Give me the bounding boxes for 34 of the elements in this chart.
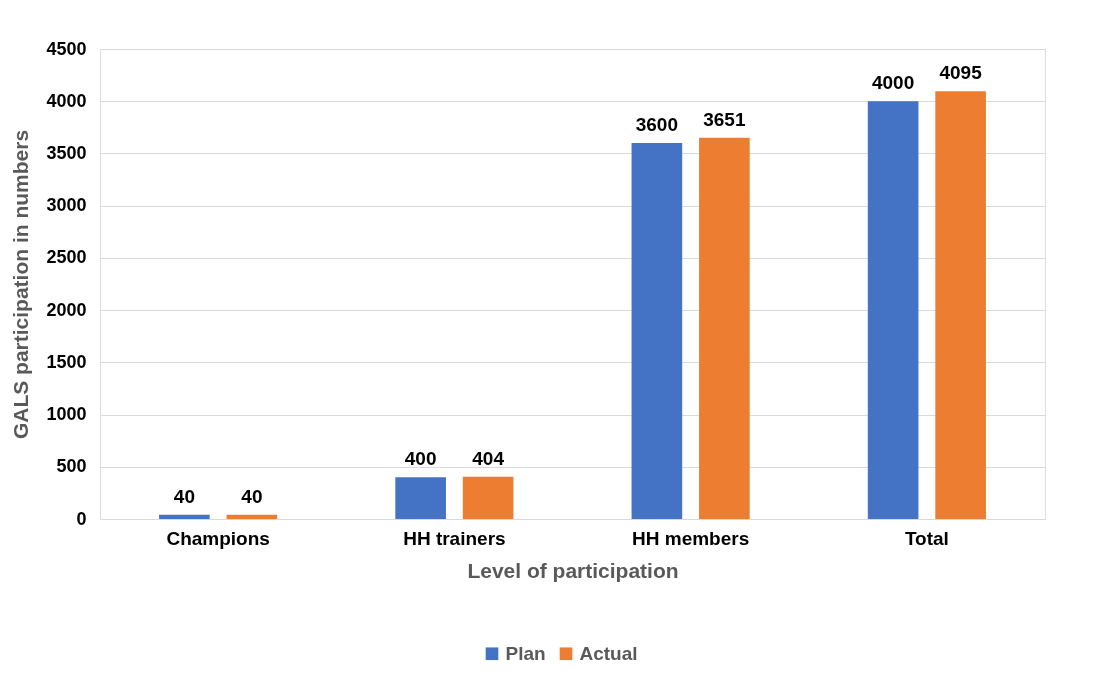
data-label: 40 — [173, 485, 195, 507]
legend-label: Plan — [505, 642, 546, 664]
y-tick-label: 2000 — [46, 299, 87, 320]
x-tick-label: Total — [904, 527, 949, 549]
y-tick-label: 1500 — [46, 351, 87, 372]
data-label: 404 — [472, 447, 505, 469]
bar — [395, 477, 446, 519]
x-tick-label: HH members — [632, 527, 750, 549]
bar — [867, 101, 919, 519]
bar — [935, 91, 986, 519]
y-tick-label: 1000 — [46, 404, 87, 425]
data-label: 4095 — [939, 62, 983, 84]
bar — [226, 514, 278, 519]
bar — [631, 143, 683, 519]
data-label: 3600 — [635, 114, 679, 135]
y-tick-label: 4000 — [46, 90, 87, 111]
y-tick-label: 3000 — [46, 195, 87, 216]
y-tick-label: 500 — [56, 456, 87, 477]
y-tick-label: 3500 — [46, 142, 87, 163]
y-tick-label: 4500 — [46, 38, 87, 59]
data-label: 4000 — [871, 72, 915, 94]
x-tick-label: HH trainers — [403, 527, 506, 549]
bar — [159, 514, 210, 519]
bar — [462, 476, 514, 519]
y-axis-title: GALS participation in numbers — [9, 129, 33, 440]
y-tick-label: 0 — [76, 508, 87, 529]
y-tick-label: 2500 — [46, 247, 87, 268]
bar — [699, 137, 750, 519]
data-label: 3651 — [703, 108, 746, 130]
x-axis-title: Level of participation — [467, 558, 679, 582]
data-label: 400 — [404, 448, 437, 470]
legend-label: Actual — [579, 642, 638, 664]
data-label: 40 — [241, 485, 263, 507]
x-tick-label: Champions — [166, 527, 270, 549]
